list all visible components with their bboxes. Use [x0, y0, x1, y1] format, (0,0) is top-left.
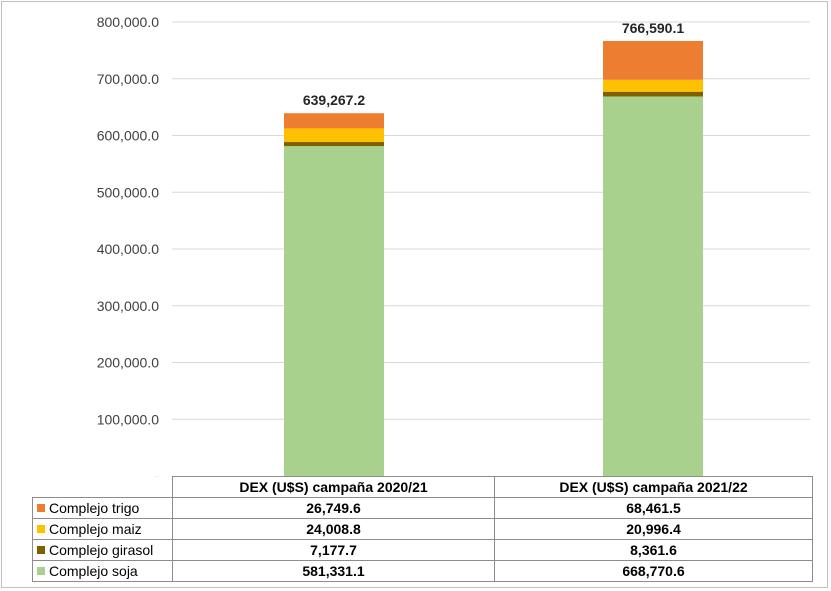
legend-swatch-soja [37, 567, 45, 576]
table-header-row: DEX (U$S) campaña 2020/21 DEX (U$S) camp… [32, 476, 813, 498]
legend-swatch-trigo [37, 504, 45, 513]
bar-segment [284, 142, 384, 147]
row-label-maiz: Complejo maiz [32, 518, 173, 540]
row-label-maiz-text: Complejo maiz [49, 521, 142, 537]
legend-swatch-girasol [37, 546, 45, 555]
row-label-trigo: Complejo trigo [32, 497, 173, 519]
y-tick-label: 300,000.0 [97, 298, 159, 314]
cell-soja-2020-21: 581,331.1 [172, 560, 495, 582]
bar-segment [603, 79, 703, 92]
stacked-bar-chart: - 100,000.0 200,000.0 300,000.0 400,000.0 500… [97, 14, 810, 477]
cell-soja-2021-22: 668,770.6 [494, 560, 813, 582]
table-corner-cell [32, 476, 173, 498]
y-tick-label: 600,000.0 [97, 128, 159, 144]
column-header-2020-21: DEX (U$S) campaña 2020/21 [172, 476, 495, 498]
y-tick-label: 500,000.0 [97, 184, 159, 200]
table-row-trigo: Complejo trigo 26,749.6 68,461.5 [32, 497, 813, 519]
cell-girasol-2021-22: 8,361.6 [494, 539, 813, 561]
cell-maiz-2020-21: 24,008.8 [172, 518, 495, 540]
cell-maiz-2021-22: 20,996.4 [494, 518, 813, 540]
bar-segment [603, 40, 703, 80]
y-tick-label: - [154, 468, 159, 477]
cell-trigo-2021-22: 68,461.5 [494, 497, 813, 519]
legend-swatch-maiz [37, 525, 45, 534]
row-label-trigo-text: Complejo trigo [49, 500, 140, 516]
bar-segment [603, 96, 703, 476]
column-header-2021-22: DEX (U$S) campaña 2021/22 [494, 476, 813, 498]
table-row-maiz: Complejo maiz 24,008.8 20,996.4 [32, 518, 813, 540]
total-data-label: 766,590.1 [622, 20, 684, 36]
bar-segment [603, 91, 703, 97]
table-row-soja: Complejo soja 581,331.1 668,770.6 [32, 560, 813, 582]
row-label-girasol-text: Complejo girasol [49, 542, 154, 558]
y-tick-label: 700,000.0 [97, 71, 159, 87]
y-tick-label: 400,000.0 [97, 241, 159, 257]
cell-girasol-2020-21: 7,177.7 [172, 539, 495, 561]
row-label-soja: Complejo soja [32, 560, 173, 582]
total-data-label: 639,267.2 [303, 92, 365, 108]
row-label-girasol: Complejo girasol [32, 539, 173, 561]
cell-trigo-2020-21: 26,749.6 [172, 497, 495, 519]
bar-segment [284, 146, 384, 476]
row-label-soja-text: Complejo soja [49, 563, 138, 579]
bar-segment [284, 113, 384, 129]
y-tick-label: 100,000.0 [97, 411, 159, 427]
data-table: DEX (U$S) campaña 2020/21 DEX (U$S) camp… [32, 476, 813, 582]
y-tick-label: 200,000.0 [97, 355, 159, 371]
y-tick-label: 800,000.0 [97, 14, 159, 30]
bar-segment [284, 128, 384, 143]
table-row-girasol: Complejo girasol 7,177.7 8,361.6 [32, 539, 813, 561]
